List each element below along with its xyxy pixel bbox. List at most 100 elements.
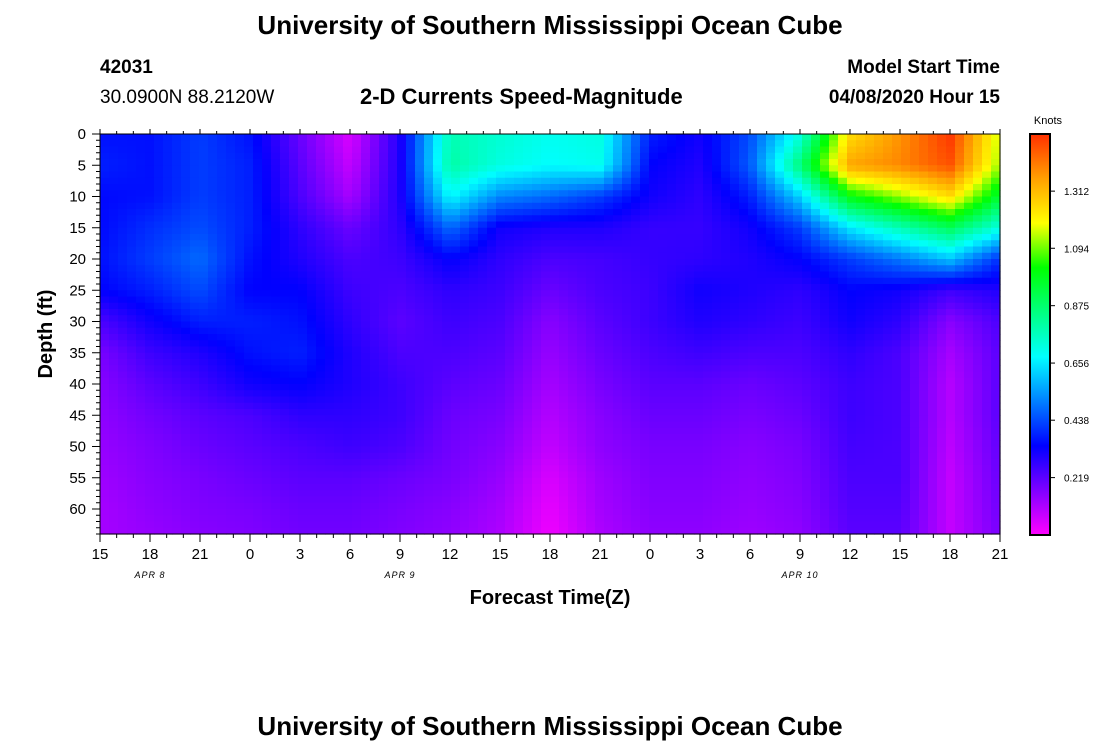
heatmap-cell [451, 415, 461, 423]
heatmap-cell [748, 146, 758, 154]
heatmap-cell [595, 246, 605, 254]
heatmap-cell [919, 434, 929, 441]
heatmap-cell [298, 215, 308, 223]
heatmap-cell [676, 284, 686, 291]
heatmap-cell [604, 377, 614, 385]
heatmap-cell [901, 359, 911, 366]
heatmap-cell [451, 321, 461, 329]
heatmap-cell [154, 140, 164, 148]
heatmap-cell [397, 146, 407, 154]
heatmap-cell [280, 359, 290, 366]
heatmap-cell [496, 315, 506, 323]
heatmap-cell [964, 390, 974, 398]
heatmap-cell [433, 134, 443, 141]
heatmap-cell [775, 265, 785, 273]
heatmap-cell [820, 340, 830, 348]
heatmap-cell [874, 159, 884, 166]
heatmap-cell [541, 240, 551, 248]
heatmap-cell [379, 215, 389, 223]
heatmap-cell [514, 352, 524, 360]
heatmap-cell [631, 134, 641, 141]
heatmap-cell [973, 321, 983, 329]
heatmap-cell [226, 390, 236, 398]
heatmap-cell [559, 165, 569, 173]
heatmap-cell [955, 171, 965, 179]
heatmap-cell [622, 227, 632, 235]
heatmap-cell [523, 215, 533, 223]
heatmap-cell [514, 252, 524, 260]
heatmap-cell [388, 421, 398, 429]
heatmap-cell [433, 371, 443, 379]
heatmap-cell [280, 240, 290, 248]
heatmap-cell [433, 309, 443, 316]
heatmap-cell [172, 409, 182, 416]
heatmap-cell [163, 334, 173, 341]
heatmap-cell [631, 384, 641, 391]
heatmap-cell [685, 252, 695, 260]
heatmap-cell [694, 409, 704, 416]
heatmap-cell [163, 240, 173, 248]
heatmap-cell [820, 152, 830, 160]
heatmap-cell [676, 334, 686, 341]
heatmap-cell [523, 415, 533, 423]
heatmap-cell [973, 146, 983, 154]
heatmap-cell [118, 265, 128, 273]
heatmap-cell [874, 290, 884, 298]
heatmap-cell [568, 327, 578, 335]
heatmap-cell [523, 377, 533, 385]
heatmap-cell [991, 277, 1001, 285]
heatmap-cell [109, 221, 119, 229]
heatmap-cell [955, 396, 965, 404]
heatmap-cell [379, 321, 389, 329]
heatmap-cell [118, 259, 128, 266]
heatmap-cell [523, 152, 533, 160]
heatmap-cell [712, 202, 722, 210]
heatmap-cell [928, 240, 938, 248]
heatmap-cell [424, 402, 434, 410]
heatmap-cell [145, 421, 155, 429]
heatmap-cell [145, 352, 155, 360]
heatmap-cell [748, 271, 758, 279]
heatmap-cell [595, 334, 605, 341]
heatmap-cell [946, 146, 956, 154]
heatmap-cell [703, 196, 713, 204]
heatmap-cell [235, 171, 245, 179]
heatmap-cell [190, 165, 200, 173]
heatmap-cell [397, 434, 407, 441]
heatmap-cell [118, 384, 128, 391]
heatmap-cell [424, 146, 434, 154]
heatmap-cell [145, 265, 155, 273]
heatmap-cell [586, 221, 596, 229]
heatmap-cell [325, 352, 335, 360]
heatmap-cell [181, 346, 191, 354]
heatmap-cell [190, 427, 200, 435]
heatmap-cell [748, 177, 758, 185]
heatmap-cell [829, 421, 839, 429]
heatmap-cell [964, 177, 974, 185]
heatmap-cell [793, 265, 803, 273]
heatmap-cell [910, 221, 920, 229]
heatmap-cell [910, 190, 920, 198]
heatmap-cell [541, 409, 551, 416]
heatmap-cell [766, 171, 776, 179]
heatmap-cell [280, 365, 290, 373]
heatmap-cell [163, 184, 173, 191]
heatmap-cell [451, 252, 461, 260]
heatmap-cell [937, 402, 947, 410]
heatmap-cell [388, 290, 398, 298]
heatmap-cell [649, 427, 659, 435]
heatmap-cell [190, 321, 200, 329]
heatmap-cell [361, 252, 371, 260]
heatmap-cell [874, 184, 884, 191]
heatmap-cell [847, 227, 857, 235]
heatmap-cell [199, 134, 209, 141]
heatmap-cell [640, 440, 650, 448]
heatmap-cell [775, 371, 785, 379]
heatmap-cell [271, 146, 281, 154]
heatmap-cell [766, 209, 776, 216]
heatmap-cell [964, 284, 974, 291]
heatmap-cell [748, 290, 758, 298]
heatmap-cell [883, 384, 893, 391]
heatmap-cell [829, 259, 839, 266]
heatmap-cell [559, 402, 569, 410]
